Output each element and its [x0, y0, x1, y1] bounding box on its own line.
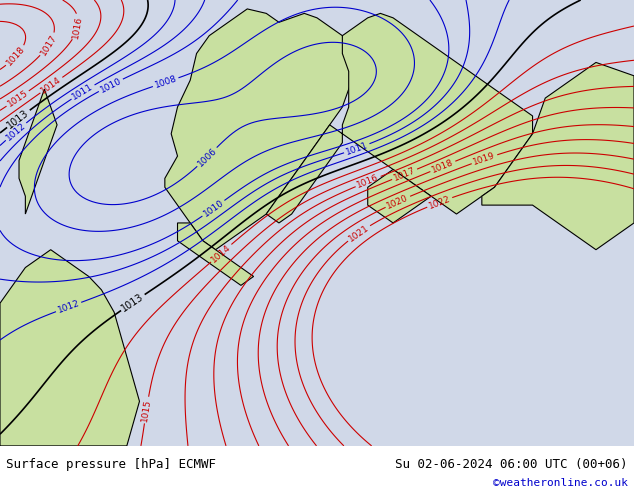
Text: 1018: 1018 — [430, 158, 455, 175]
Polygon shape — [482, 62, 634, 250]
Text: 1018: 1018 — [5, 45, 27, 68]
Text: Surface pressure [hPa] ECMWF: Surface pressure [hPa] ECMWF — [6, 458, 216, 471]
Polygon shape — [368, 170, 431, 223]
Text: 1019: 1019 — [472, 151, 497, 167]
Text: 1012: 1012 — [4, 121, 27, 143]
Text: 1014: 1014 — [210, 243, 233, 264]
Text: 1008: 1008 — [153, 74, 178, 90]
Text: ©weatheronline.co.uk: ©weatheronline.co.uk — [493, 478, 628, 488]
Text: 1021: 1021 — [347, 223, 371, 243]
Polygon shape — [165, 9, 355, 250]
Text: 1006: 1006 — [196, 146, 219, 168]
Text: Su 02-06-2024 06:00 UTC (00+06): Su 02-06-2024 06:00 UTC (00+06) — [395, 458, 628, 471]
Text: 1012: 1012 — [56, 299, 81, 315]
Text: 1017: 1017 — [392, 166, 417, 183]
Text: 1016: 1016 — [356, 173, 380, 190]
Text: 1014: 1014 — [39, 75, 63, 96]
Text: 1010: 1010 — [202, 198, 226, 219]
Text: 1022: 1022 — [427, 194, 452, 211]
Text: 1011: 1011 — [344, 140, 369, 156]
Text: 1013: 1013 — [120, 292, 146, 314]
Polygon shape — [178, 223, 254, 285]
Polygon shape — [0, 250, 139, 446]
Text: 1011: 1011 — [71, 82, 95, 102]
Polygon shape — [266, 13, 533, 223]
Text: 1013: 1013 — [6, 107, 31, 130]
Text: 1015: 1015 — [6, 88, 30, 109]
Text: 1015: 1015 — [140, 398, 153, 422]
Polygon shape — [19, 89, 57, 214]
Text: 1020: 1020 — [385, 193, 410, 210]
Text: 1017: 1017 — [39, 33, 58, 57]
Text: 1010: 1010 — [98, 76, 123, 95]
Text: 1016: 1016 — [72, 15, 84, 39]
